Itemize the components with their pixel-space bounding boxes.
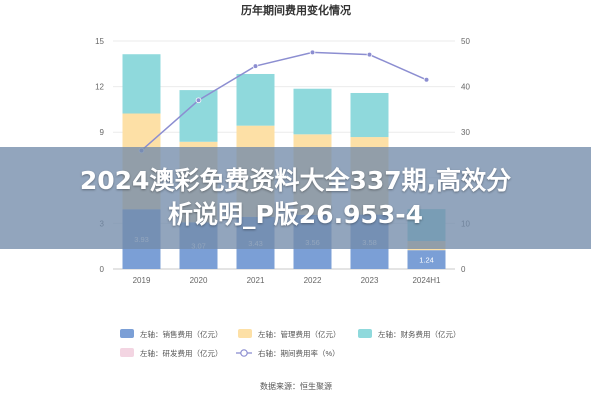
legend-swatch xyxy=(358,329,372,338)
rate-point xyxy=(252,63,259,69)
rate-point xyxy=(309,49,316,56)
x-tick-label: 2020 xyxy=(190,276,208,285)
left-tick-label: 15 xyxy=(95,37,104,46)
legend-swatch xyxy=(120,348,134,357)
legend-swatch xyxy=(238,329,252,338)
rate-point xyxy=(366,51,373,58)
right-tick-label: 0 xyxy=(461,265,466,274)
x-axis-ticks: 2019 2020 2021 2022 2023 2024H1 xyxy=(133,276,441,285)
source-note: 数据来源：恒生聚源 xyxy=(260,381,332,391)
bar-segment-2 xyxy=(122,54,161,114)
right-tick-label: 30 xyxy=(461,128,470,137)
legend-label: 左轴：管理费用（亿元） xyxy=(258,329,341,339)
watermark-banner: 2024澳彩免费资料大全337期,高效分 析说明_P版26.953-4 xyxy=(0,147,591,249)
banner-line-1: 2024澳彩免费资料大全337期,高效分 xyxy=(79,166,512,195)
x-tick-label: 2024H1 xyxy=(412,276,441,285)
left-tick-label: 12 xyxy=(95,83,104,92)
bar-segment-2 xyxy=(293,88,332,135)
x-tick-label: 2021 xyxy=(247,276,265,285)
left-tick-label: 9 xyxy=(100,128,105,137)
legend-label: 左轴：销售费用（亿元） xyxy=(140,329,223,339)
legend-line-marker xyxy=(240,349,248,357)
banner-line-2: 析说明_P版26.953-4 xyxy=(167,200,424,229)
legend-label: 左轴：财务费用（亿元） xyxy=(378,329,461,339)
right-tick-label: 40 xyxy=(461,83,470,92)
bar-segment-0 xyxy=(407,250,446,269)
chart-title: 历年期间费用变化情况 xyxy=(241,3,351,17)
x-tick-label: 2023 xyxy=(361,276,379,285)
legend: 左轴：销售费用（亿元） 左轴：管理费用（亿元） 左轴：财务费用（亿元） 左轴：研发费用… xyxy=(120,329,461,358)
right-tick-label: 50 xyxy=(461,37,470,46)
x-tick-label: 2022 xyxy=(304,276,322,285)
legend-label: 左轴：研发费用（亿元） xyxy=(140,348,223,358)
bar-value-label: 1.24 xyxy=(419,256,434,265)
legend-swatch xyxy=(120,329,134,338)
bar-segment-2 xyxy=(350,92,389,138)
rate-point xyxy=(195,97,202,104)
x-tick-label: 2019 xyxy=(133,276,151,285)
rate-line-path xyxy=(141,51,427,152)
left-tick-label: 0 xyxy=(100,265,105,274)
legend-label: 右轴：期间费用率（%） xyxy=(258,348,340,358)
rate-point xyxy=(423,76,430,83)
bar-segment-2 xyxy=(236,73,275,126)
